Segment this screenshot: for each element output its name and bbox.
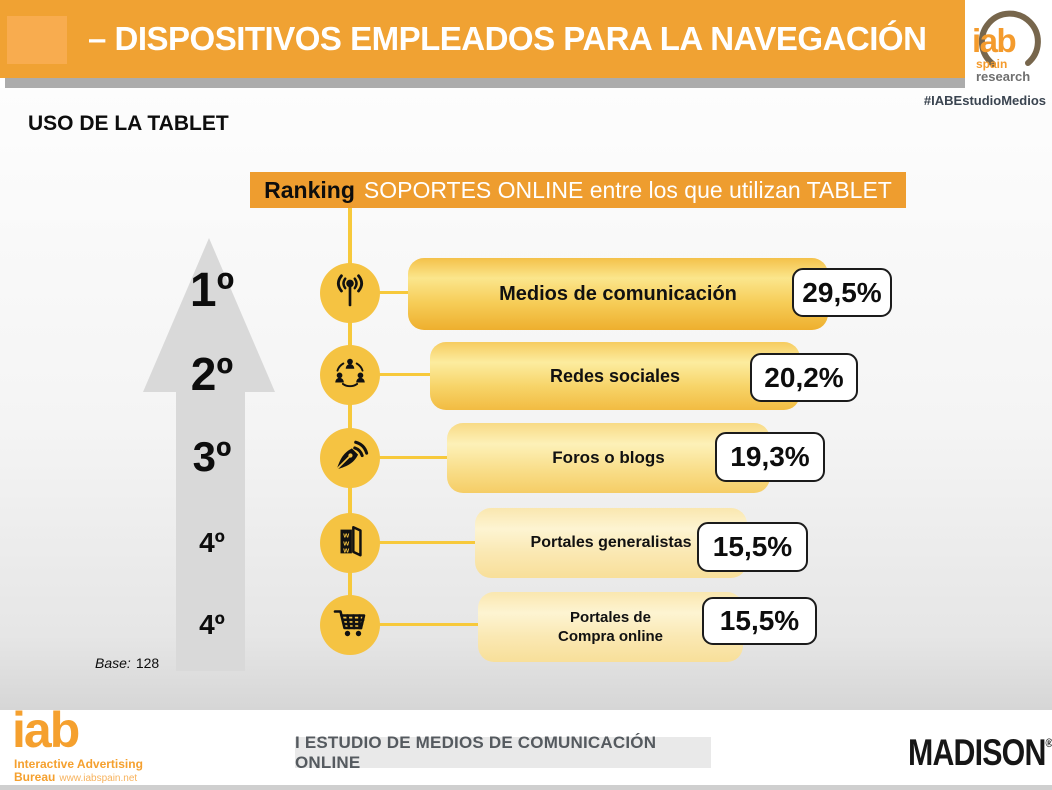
value-box-3: 19,3% — [715, 432, 825, 482]
footer-iab-line2: Bureau www.iabspain.net — [14, 770, 137, 784]
rank-label-5: 4º — [199, 609, 225, 640]
rank-label-1: 1º — [189, 264, 235, 317]
connector-line — [378, 373, 432, 376]
medios-icon-circle — [320, 263, 380, 323]
base-note-value: 128 — [135, 655, 160, 671]
bar-label: Medios de comunicación — [499, 282, 737, 305]
footer-iab-url: www.iabspain.net — [59, 773, 138, 784]
header-band: – DISPOSITIVOS EMPLEADOS PARA LA NAVEGAC… — [0, 0, 1052, 78]
page-title: – DISPOSITIVOS EMPLEADOS PARA LA NAVEGAC… — [88, 20, 927, 57]
header-accent-square — [7, 16, 67, 64]
connector-line — [378, 291, 410, 294]
ranking-banner-text: SOPORTES ONLINE entre los que utilizan T… — [363, 176, 892, 203]
social-network-icon — [331, 354, 369, 397]
portales-icon-circle: w w w — [320, 513, 380, 573]
rank-label-2: 2º — [190, 348, 234, 400]
bar-redes-sociales: Redes sociales — [430, 342, 800, 410]
bar-medios-de-comunicacion: Medios de comunicación — [408, 258, 828, 330]
hashtag-label: #IABEstudioMedios — [923, 93, 1046, 108]
footer: iab Interactive Advertising Bureau www.ia… — [0, 704, 1052, 790]
bar-label: Portales generalistas — [530, 534, 692, 551]
svg-text:w: w — [342, 538, 349, 547]
madison-logo: MADISON® — [908, 732, 1052, 774]
footer-iab-bureau: Bureau — [14, 770, 56, 784]
iab-research-logo: iab spain research — [965, 0, 1052, 90]
study-title-box: I ESTUDIO DE MEDIOS DE COMUNICACIÓN ONLI… — [295, 733, 711, 772]
footer-iab-logo: iab — [12, 702, 80, 758]
logo-research-text: research — [976, 69, 1031, 84]
value-box-4: 15,5% — [697, 522, 808, 572]
ranking-banner: Ranking SOPORTES ONLINE entre los que ut… — [250, 172, 906, 208]
bar-portales-compra-online: Portales de Compra online — [478, 592, 743, 662]
connector-line — [378, 456, 449, 459]
broadcast-icon — [331, 272, 369, 315]
value-box-1: 29,5% — [792, 268, 892, 317]
bar-label: Redes sociales — [549, 365, 681, 386]
connector-line — [378, 541, 477, 544]
svg-text:w: w — [342, 545, 349, 554]
vertical-connector-line — [348, 208, 352, 627]
bar-label: Portales de Compra online — [557, 609, 663, 645]
rank-arrow-shaft — [176, 391, 245, 671]
value-box-5: 15,5% — [702, 597, 817, 645]
logo-spain-text: spain — [976, 57, 1008, 71]
value-box-2: 20,2% — [750, 353, 858, 402]
foros-icon-circle — [320, 428, 380, 488]
section-title: USO DE LA TABLET — [28, 112, 229, 135]
base-note: Base: 128 — [95, 655, 159, 671]
bar-label: Foros o blogs — [552, 448, 665, 467]
svg-text:w: w — [342, 530, 349, 539]
www-portal-icon: w w w — [331, 522, 369, 565]
rank-label-3: 3º — [192, 433, 232, 480]
rank-label-4: 4º — [199, 527, 225, 558]
redes-icon-circle — [320, 345, 380, 405]
logo-arc-icon — [978, 10, 1041, 67]
rank-arrow-head — [143, 238, 275, 392]
footer-iab-line1: Interactive Advertising — [14, 757, 143, 771]
shopping-cart-icon — [330, 603, 370, 648]
madison-text: MADISON — [908, 732, 1046, 773]
registered-mark: ® — [1046, 736, 1052, 750]
logo-iab-text: iab — [972, 22, 1017, 59]
ranking-banner-prefix: Ranking — [264, 176, 355, 203]
connector-line — [378, 623, 480, 626]
base-note-label: Base: — [95, 655, 131, 671]
header-divider — [5, 78, 965, 88]
bottom-edge-strip — [0, 785, 1052, 790]
compra-icon-circle — [320, 595, 380, 655]
bar-foros-o-blogs: Foros o blogs — [447, 423, 770, 493]
pen-blog-icon — [331, 437, 369, 480]
